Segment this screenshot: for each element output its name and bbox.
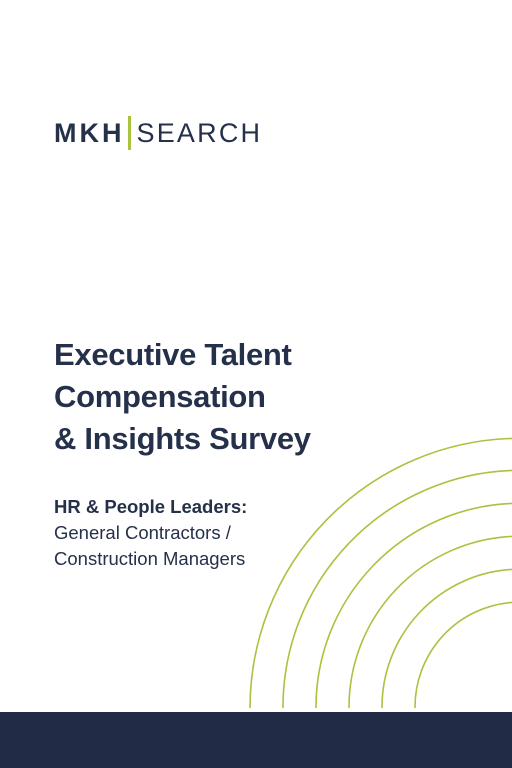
- title-line-1: Executive Talent: [54, 337, 292, 372]
- arc-3: [315, 502, 512, 709]
- logo-first-word: MKH: [54, 117, 125, 148]
- subtitle-line-2: Construction Managers: [54, 548, 246, 569]
- arc-2: [282, 469, 512, 709]
- logo-second-word: SEARCH: [136, 117, 263, 148]
- subtitle-line-1: General Contractors /: [54, 522, 231, 543]
- title-line-2: Compensation: [54, 379, 266, 414]
- mkh-search-logo: MKH SEARCH: [54, 116, 262, 150]
- document-title: Executive Talent Compensation & Insights…: [54, 334, 311, 460]
- arc-4: [348, 535, 512, 709]
- subtitle-lead: HR & People Leaders:: [54, 496, 248, 517]
- arc-6: [414, 601, 512, 709]
- footer-bar: [0, 712, 512, 768]
- arc-1: [249, 437, 512, 709]
- document-subtitle: HR & People Leaders: General Contractors…: [54, 494, 247, 572]
- arc-5: [381, 568, 512, 709]
- logo-divider-bar: [127, 116, 131, 150]
- title-line-3: & Insights Survey: [54, 421, 311, 456]
